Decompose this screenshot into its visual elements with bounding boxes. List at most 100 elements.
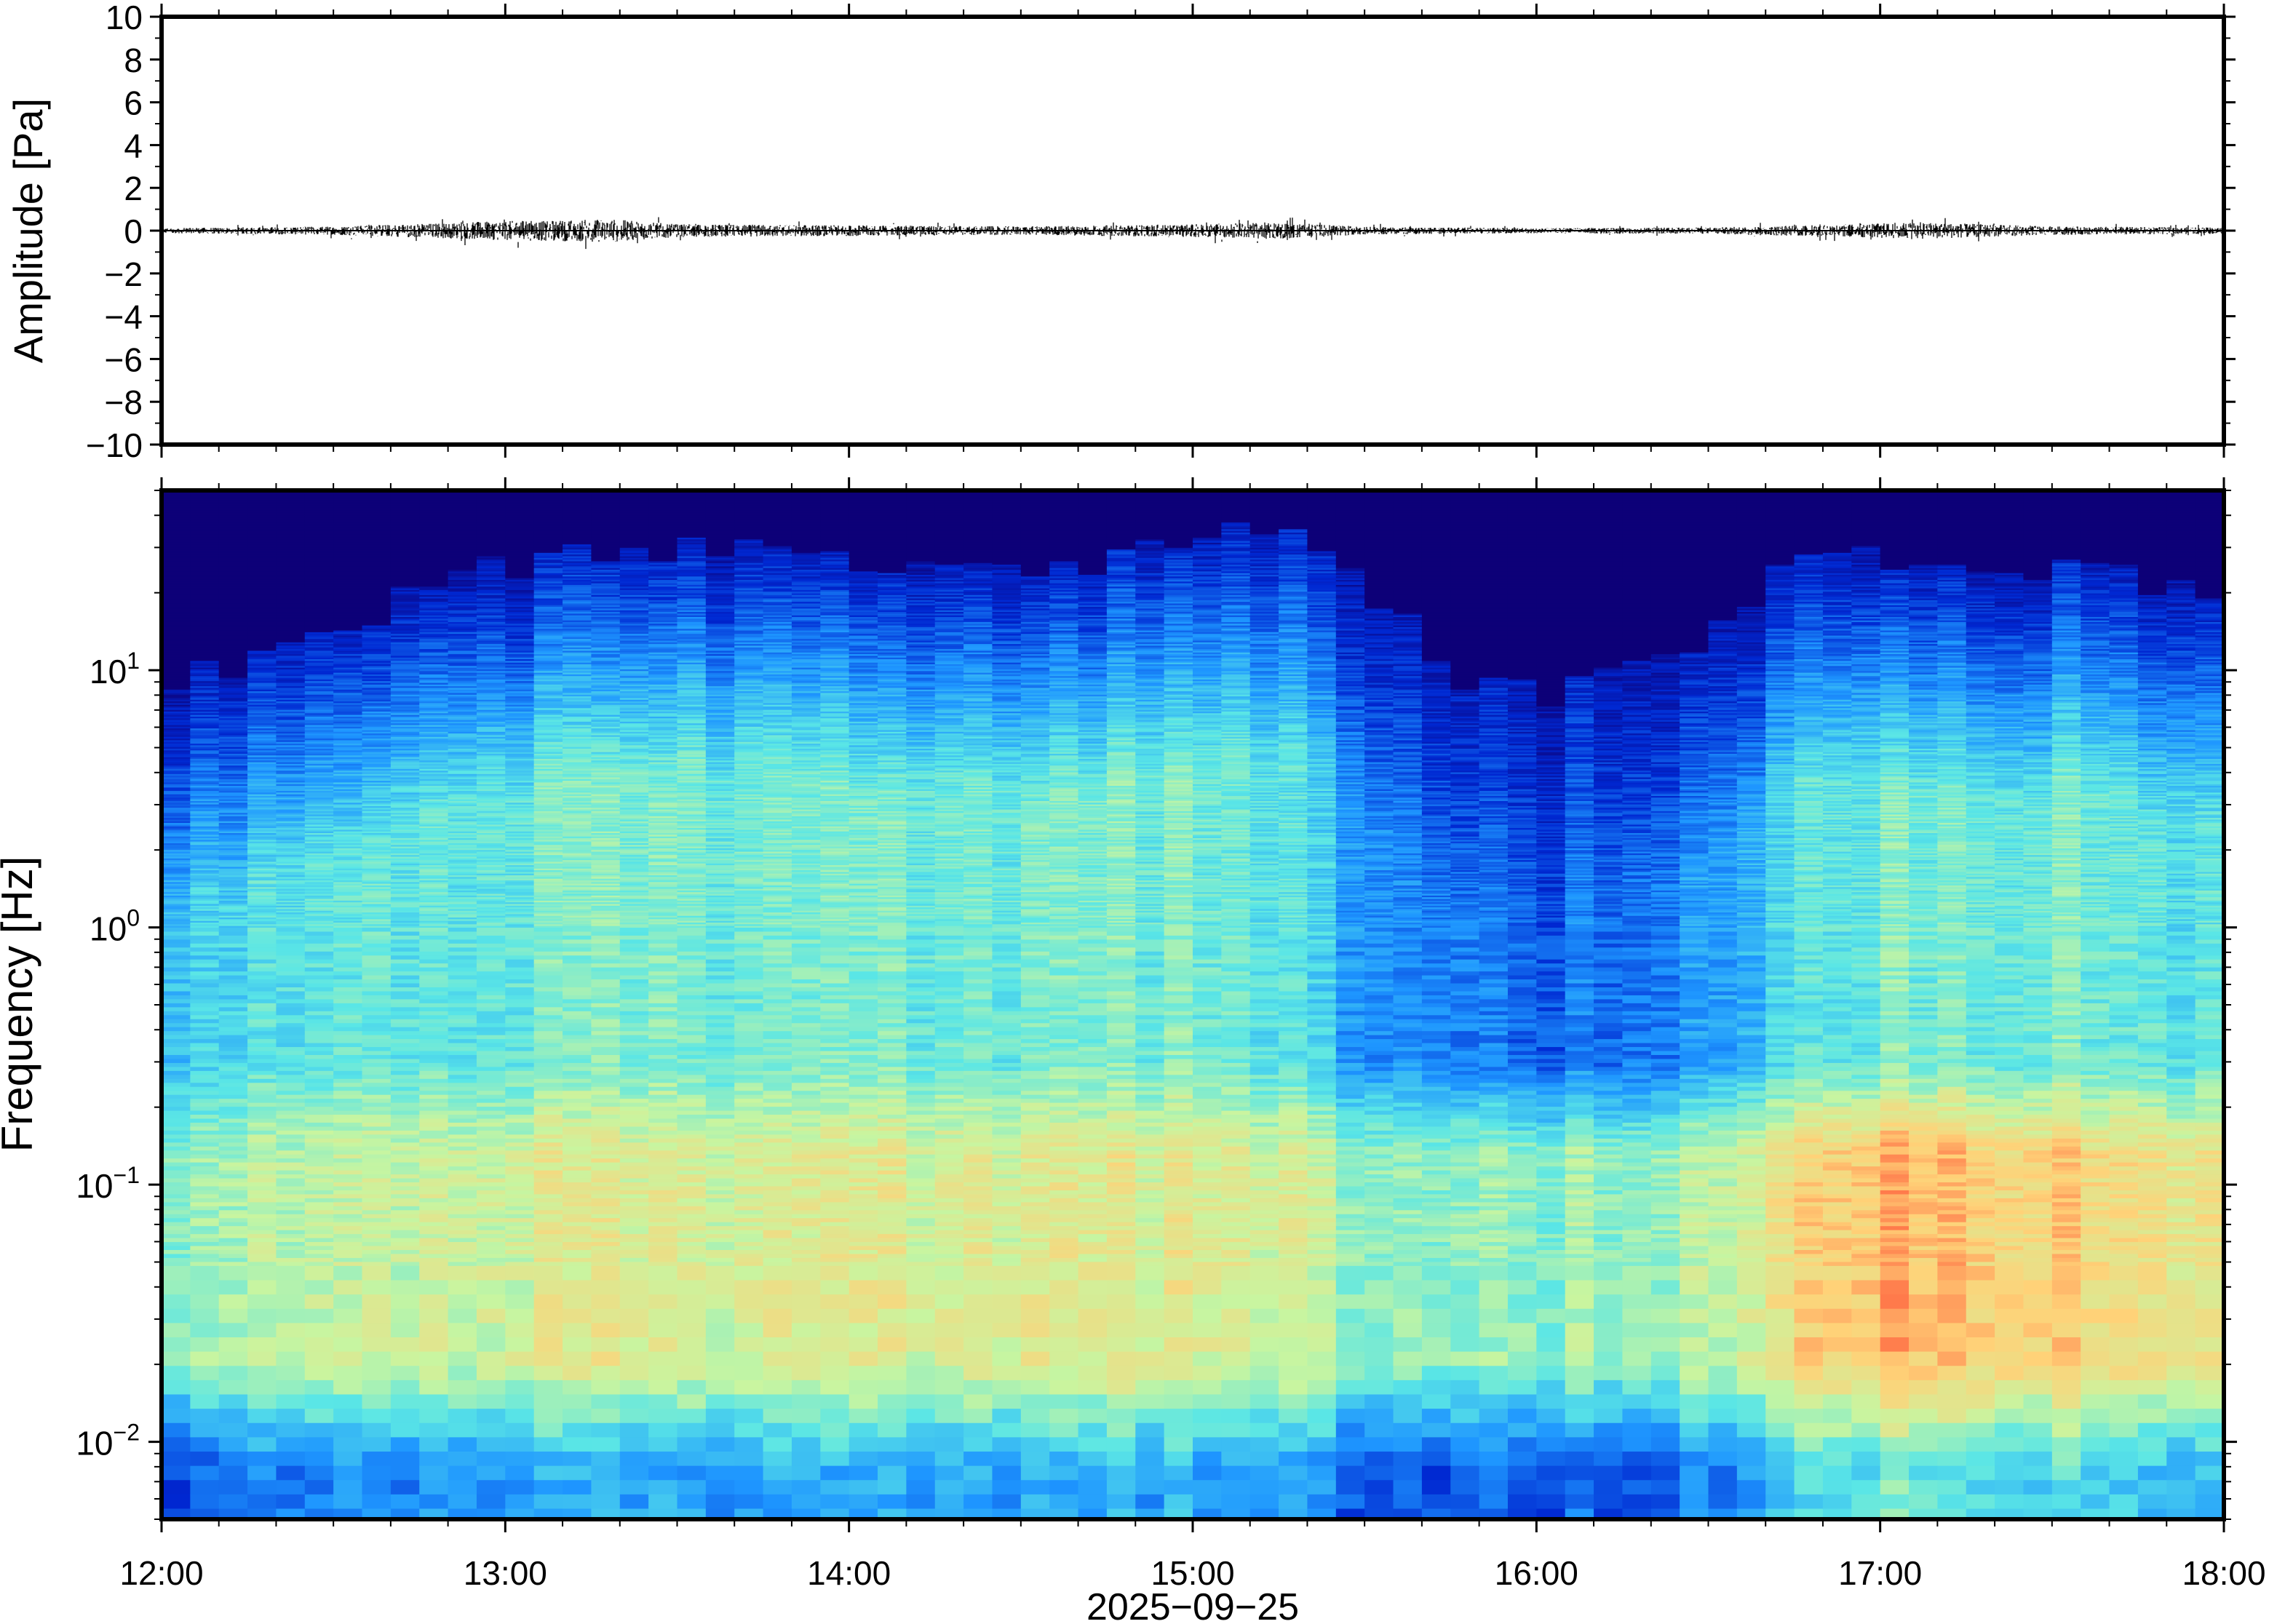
- spectrogram-cell: [333, 1258, 362, 1262]
- spectrogram-cell: [333, 1494, 362, 1509]
- spectrogram-cell: [190, 1337, 219, 1352]
- spectrogram-cell: [419, 1150, 448, 1155]
- spectrogram-cell: [505, 1099, 534, 1103]
- spectrogram-cell: [333, 944, 362, 948]
- spectrogram-cell: [391, 1083, 420, 1087]
- spectrogram-cell: [362, 1059, 392, 1063]
- spectrogram-cell: [276, 1182, 305, 1187]
- spectrogram-cell: [391, 968, 420, 972]
- spectrogram-cell: [505, 1210, 534, 1214]
- spectrogram-cell: [448, 1294, 477, 1309]
- spectrogram-cell: [305, 1266, 334, 1281]
- spectrogram-cell: [391, 1150, 420, 1155]
- spectrogram-cell: [247, 991, 277, 995]
- spectrogram-cell: [190, 1210, 219, 1214]
- spectrogram-cell: [162, 1395, 191, 1409]
- spectrogram-cell: [419, 1380, 448, 1395]
- spectrogram-cell: [391, 1234, 420, 1238]
- spectrogram-cell: [190, 1099, 219, 1103]
- spectrogram-cell: [505, 936, 534, 940]
- spectrogram-cell: [362, 1019, 392, 1024]
- spectrogram-cell: [333, 976, 362, 980]
- spectrogram-cell: [162, 1091, 191, 1095]
- spectrogram-cell: [190, 1163, 219, 1167]
- spectrogram-cell: [162, 1309, 191, 1324]
- spectrogram-cell: [276, 1254, 305, 1258]
- spectrogram-cell: [276, 1294, 305, 1309]
- spectrogram-cell: [219, 1071, 248, 1075]
- spectrogram-cell: [219, 1075, 248, 1079]
- spectrogram-cell: [448, 1238, 477, 1243]
- spectrogram-cell: [305, 1019, 334, 1024]
- spectrogram-cell: [362, 1202, 392, 1206]
- spectrogram-cell: [391, 1246, 420, 1251]
- spectrogram-cell: [362, 1031, 392, 1035]
- spectrogram-cell: [448, 1015, 477, 1019]
- spectrogram-cell: [162, 1222, 191, 1227]
- spectrogram-cell: [305, 1250, 334, 1254]
- spectrogram-cell: [505, 968, 534, 972]
- spectrogram-cell: [305, 1352, 334, 1366]
- spectrogram-cell: [162, 987, 191, 992]
- spectrogram-cell: [391, 1039, 420, 1043]
- spectrogram-cell: [505, 1067, 534, 1071]
- spectrogram-cell: [505, 1023, 534, 1027]
- spectrogram-cell: [162, 1230, 191, 1235]
- spectrogram-cell: [162, 1111, 191, 1115]
- spectrogram-cell: [419, 1202, 448, 1206]
- spectrogram-cell: [219, 1150, 248, 1155]
- spectrogram-cell: [505, 1079, 534, 1083]
- spectrogram-cell: [419, 1309, 448, 1324]
- spectrogram-cell: [276, 944, 305, 948]
- spectrogram-cell: [305, 1409, 334, 1423]
- spectrogram-cell: [162, 1281, 191, 1295]
- spectrogram-cell: [276, 1437, 305, 1452]
- spectrogram-cell: [505, 1234, 534, 1238]
- spectrogram-cell: [333, 1075, 362, 1079]
- spectrogram-cell: [419, 1047, 448, 1051]
- spectrogram-cell: [362, 1142, 392, 1147]
- spectrogram-cell: [190, 1258, 219, 1262]
- spectrogram-cell: [448, 1179, 477, 1183]
- amplitude-tick-label: 2: [124, 170, 143, 207]
- spectrogram-cell: [305, 1139, 334, 1143]
- spectrogram-cell: [305, 1011, 334, 1016]
- spectrogram-cell: [276, 1147, 305, 1151]
- spectrogram-cell: [419, 1031, 448, 1035]
- spectrogram-cell: [505, 1206, 534, 1211]
- spectrogram-cell: [391, 1147, 420, 1151]
- spectrogram-cell: [162, 1043, 191, 1048]
- spectrogram-cell: [162, 1186, 191, 1190]
- spectrogram-cell: [391, 1142, 420, 1147]
- spectrogram-cell: [162, 1019, 191, 1024]
- spectrogram-cell: [477, 1166, 506, 1171]
- spectrogram-cell: [219, 1294, 248, 1309]
- spectrogram-cell: [505, 960, 534, 964]
- spectrogram-cell: [505, 1155, 534, 1159]
- spectrogram-cell: [305, 1494, 334, 1509]
- spectrogram-cell: [448, 999, 477, 1003]
- spectrogram-cell: [448, 939, 477, 944]
- spectrogram-cell: [477, 947, 506, 952]
- spectrogram-cell: [276, 1126, 305, 1131]
- spectrogram-cell: [162, 1294, 191, 1309]
- spectrogram-cell: [247, 1035, 277, 1040]
- spectrogram-cell: [391, 1059, 420, 1063]
- spectrogram-cell: [362, 1107, 392, 1111]
- spectrogram-cell: [219, 1142, 248, 1147]
- spectrogram-cell: [362, 1198, 392, 1203]
- spectrogram-cell: [362, 1011, 392, 1016]
- spectrogram-cell: [505, 1309, 534, 1324]
- spectrogram-cell: [305, 1163, 334, 1167]
- spectrogram-cell: [448, 944, 477, 948]
- spectrogram-cell: [333, 1214, 362, 1219]
- spectrogram-cell: [305, 1055, 334, 1059]
- spectrogram-cell: [362, 979, 392, 984]
- spectrogram-cell: [219, 1174, 248, 1179]
- spectrogram-cell: [190, 1071, 219, 1075]
- spectrogram-cell: [219, 1380, 248, 1395]
- spectrogram-cell: [190, 1131, 219, 1135]
- spectrogram-cell: [362, 1258, 392, 1262]
- spectrogram-cell: [247, 1437, 277, 1452]
- spectrogram-cell: [333, 1352, 362, 1366]
